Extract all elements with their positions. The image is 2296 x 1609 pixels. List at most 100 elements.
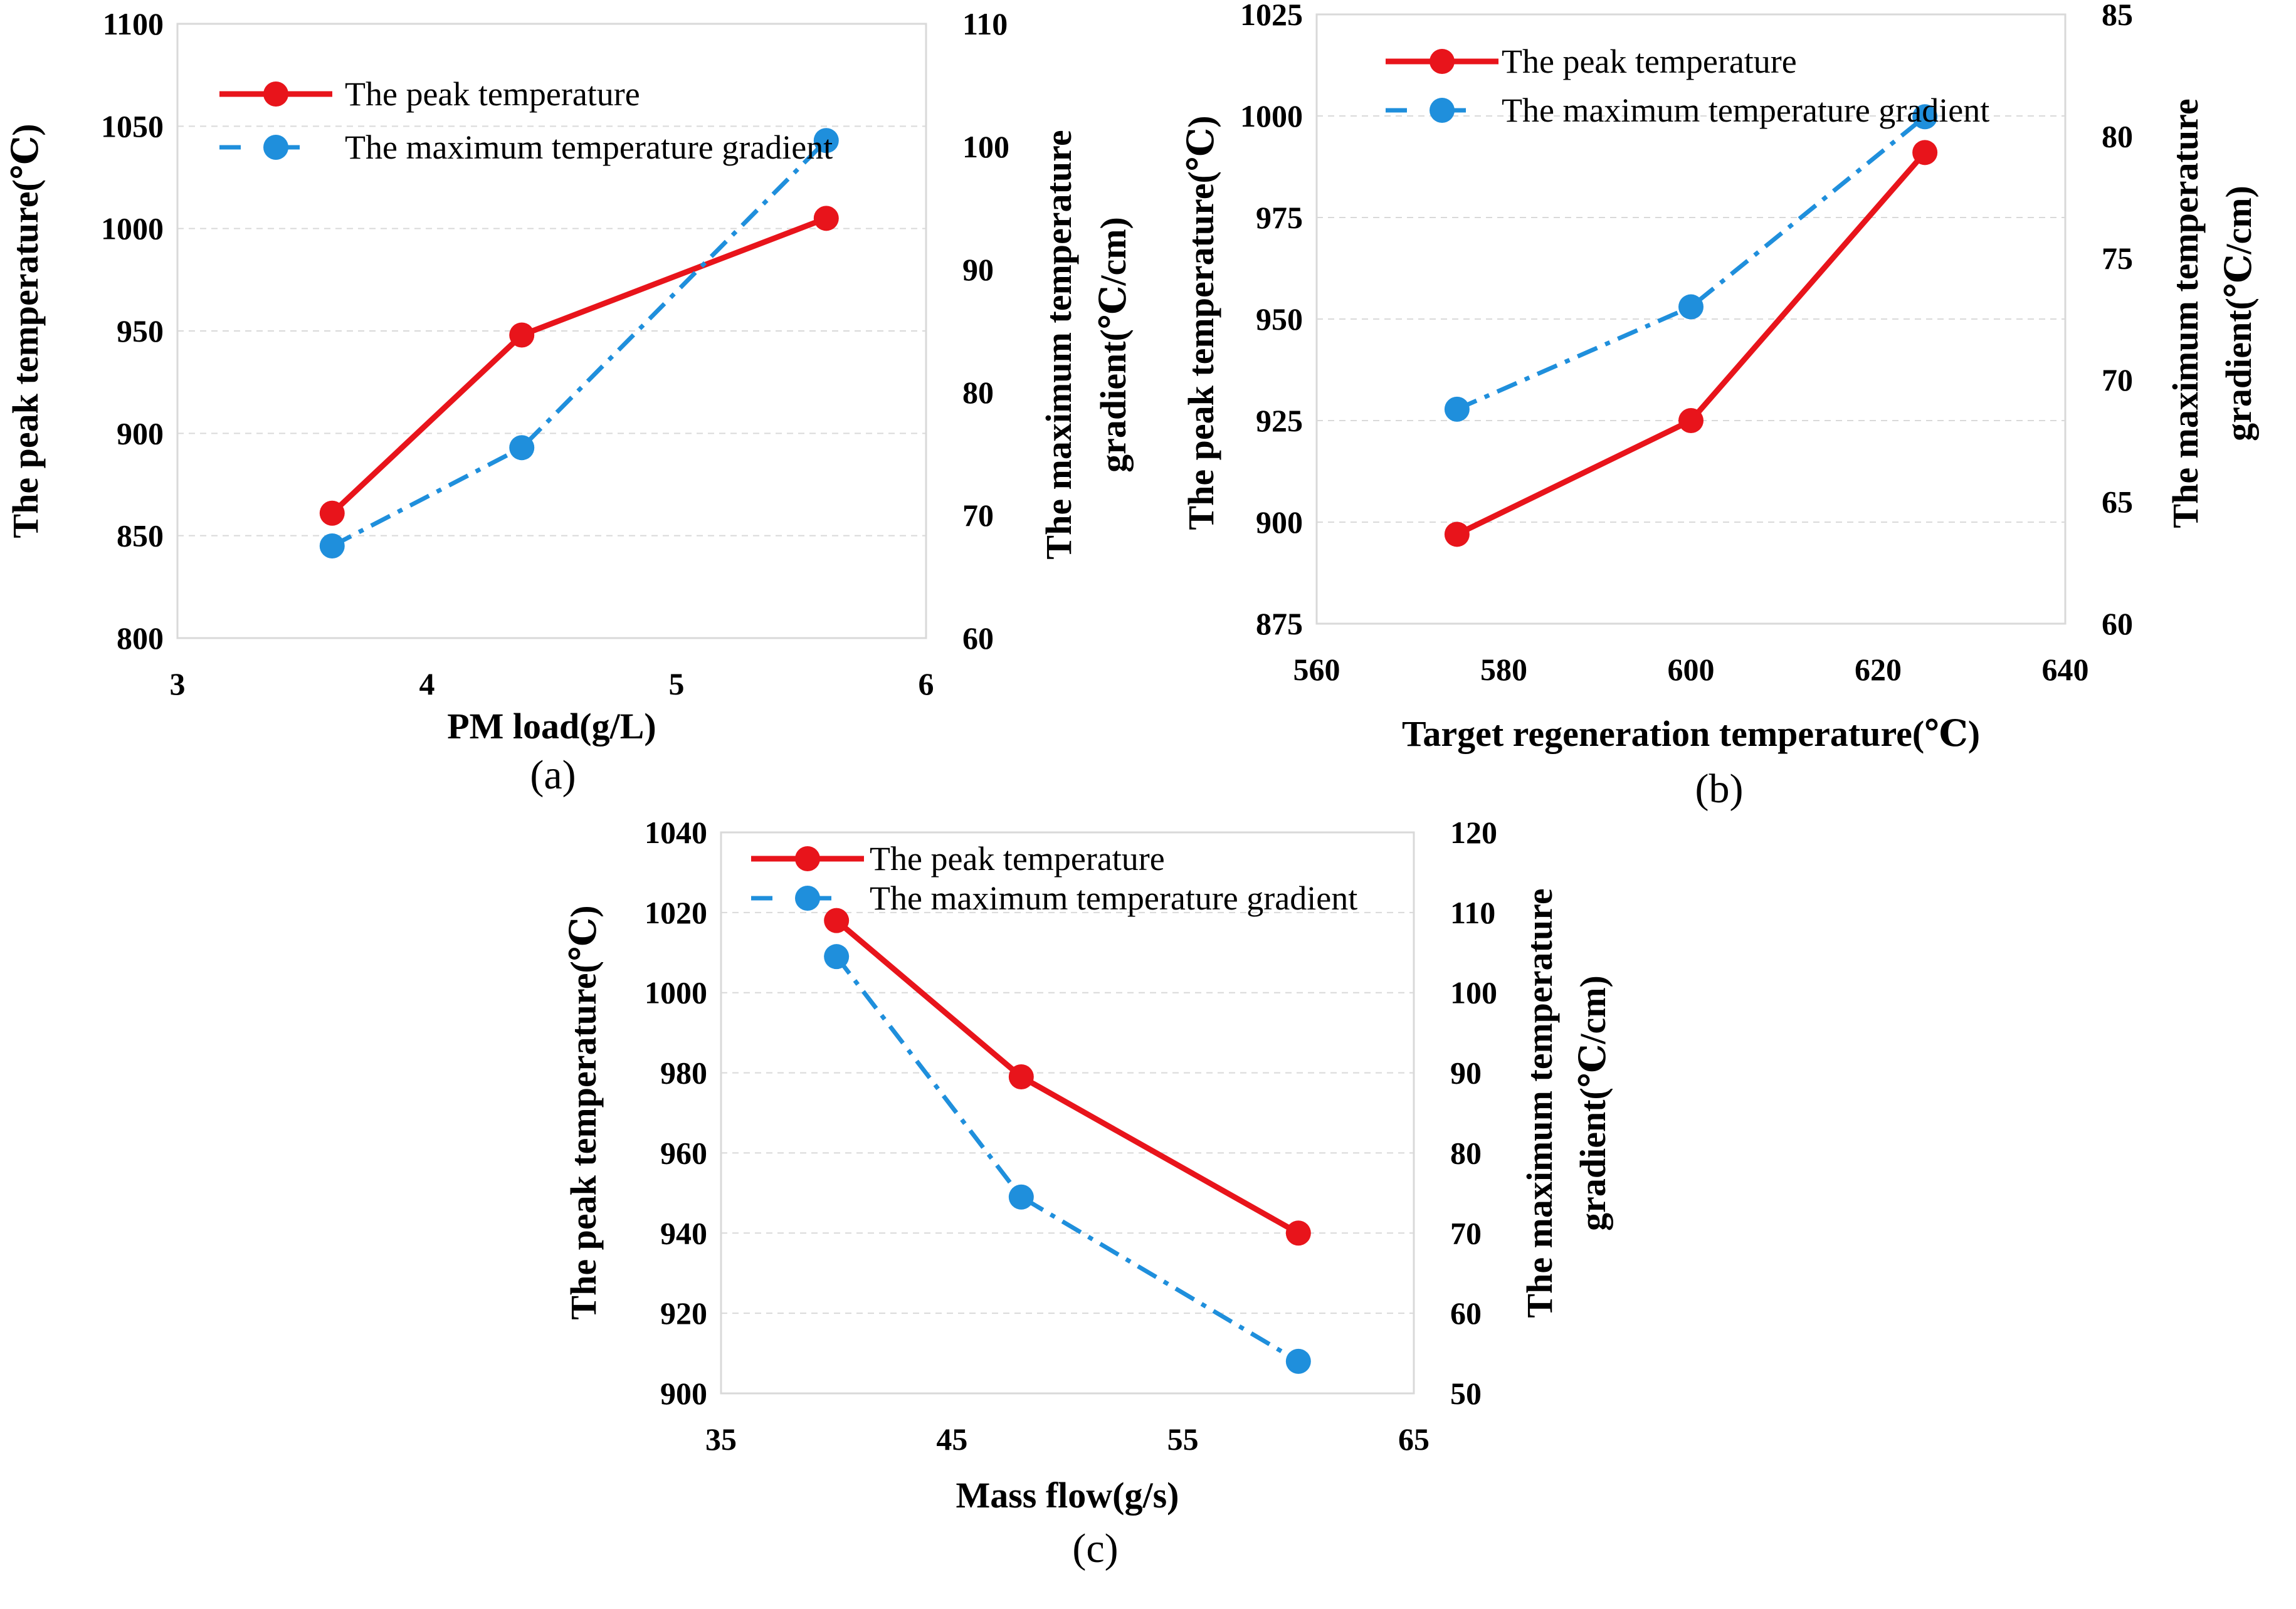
y2-tick-label: 80 [2102, 118, 2133, 154]
y-tick-label: 950 [117, 313, 164, 349]
chart-panel-2: 560 580 600 620 640 875 900 925 950 975 1000 1025 60… [1181, 0, 2259, 812]
legend-label: The maximum temperature gradient [1502, 92, 1989, 129]
y2-tick-label: 60 [1450, 1296, 1482, 1331]
legend-marker [263, 135, 288, 160]
y-axis-title: The peak temperature(℃) [563, 905, 604, 1319]
y2-tick-label: 85 [2102, 0, 2133, 32]
x-tick-label: 560 [1293, 652, 1340, 687]
x-tick-label: 4 [419, 666, 435, 701]
y2-tick-label: 90 [1450, 1056, 1482, 1091]
y-tick-label: 1100 [103, 6, 164, 41]
data-point [1912, 104, 1938, 130]
y2-tick-label: 100 [1450, 975, 1497, 1010]
x-tick-label: 6 [919, 666, 934, 701]
data-point [319, 500, 345, 526]
plot-area-frame [176, 23, 927, 639]
y2-tick-label: 90 [962, 252, 994, 287]
y-axis-title: The peak temperature(℃) [1181, 115, 1221, 530]
y2-axis-title-line2: gradient(℃/cm) [2218, 186, 2259, 441]
y2-axis-title-line1: The maximum temperature [2165, 98, 2206, 528]
y-tick-label: 1025 [1240, 0, 1303, 32]
plot-area-frame [1315, 13, 2067, 625]
y2-tick-label: 75 [2102, 241, 2133, 276]
data-point [1285, 1220, 1311, 1246]
y2-tick-label: 70 [962, 498, 994, 533]
x-tick-label: 35 [705, 1422, 737, 1457]
y-tick-label: 900 [660, 1376, 707, 1411]
data-point [1008, 1064, 1034, 1089]
data-point [1678, 408, 1704, 433]
x-tick-label: 3 [170, 666, 186, 701]
data-point [1008, 1184, 1034, 1210]
y2-tick-label: 70 [1450, 1215, 1482, 1250]
data-point [824, 908, 850, 933]
data-point [509, 435, 535, 461]
y-tick-label: 1000 [101, 211, 164, 246]
x-tick-label: 600 [1668, 652, 1715, 687]
chart-panel-1: 3 4 5 6 800 850 900 950 1000 1050 1100 60 70 80 90 100 1… [5, 6, 1134, 798]
legend-label: The maximum temperature gradient [870, 879, 1357, 917]
series-line-peak-temperature [835, 918, 1300, 1236]
legend-label: The peak temperature [1502, 43, 1797, 80]
y-tick-label: 940 [660, 1215, 707, 1250]
y2-axis-title-line1: The maximum temperature [1038, 130, 1079, 559]
y2-tick-label: 70 [2102, 362, 2133, 397]
series-line-max-gradient [331, 139, 828, 548]
y2-tick-label: 100 [962, 129, 1009, 164]
plot-area-frame [720, 831, 1415, 1395]
y2-tick-label: 65 [2102, 485, 2133, 520]
y2-tick-label: 120 [1450, 815, 1497, 850]
y2-tick-label: 60 [2102, 606, 2133, 641]
legend-label: The peak temperature [870, 840, 1165, 878]
y-tick-label: 950 [1256, 301, 1303, 337]
x-tick-label: 5 [669, 666, 685, 701]
x-tick-label: 620 [1855, 652, 1902, 687]
x-tick-label: 55 [1167, 1422, 1199, 1457]
y-tick-label: 875 [1256, 606, 1303, 641]
series-line-peak-temperature [1455, 150, 1927, 537]
series-line-max-gradient [835, 955, 1300, 1363]
data-point [509, 322, 535, 348]
y2-tick-label: 80 [962, 375, 994, 410]
data-point [813, 206, 839, 231]
y-tick-label: 900 [117, 416, 164, 451]
y-tick-label: 975 [1256, 200, 1303, 235]
x-axis-title: Target regeneration temperature(℃) [1402, 713, 1980, 754]
data-point [1444, 521, 1470, 547]
y-tick-label: 925 [1256, 403, 1303, 438]
panel-label: (c) [1072, 1526, 1118, 1571]
y-tick-label: 980 [660, 1056, 707, 1091]
legend-marker [795, 846, 820, 871]
y-tick-label: 1000 [645, 975, 707, 1010]
legend-marker [1430, 98, 1455, 123]
y-tick-label: 960 [660, 1135, 707, 1170]
y2-tick-label: 80 [1450, 1135, 1482, 1170]
series-line-peak-temperature [330, 216, 828, 516]
legend-marker [1430, 49, 1455, 74]
y-tick-label: 1040 [645, 815, 707, 850]
y-tick-label: 1020 [645, 895, 707, 930]
data-point [813, 128, 839, 154]
y-tick-label: 1000 [1240, 98, 1303, 134]
legend-label: The maximum temperature gradient [345, 128, 833, 166]
y2-tick-label: 110 [1450, 895, 1495, 930]
data-point [1912, 140, 1938, 165]
x-tick-label: 65 [1398, 1422, 1430, 1457]
y-tick-label: 850 [117, 518, 164, 553]
y2-tick-label: 50 [1450, 1376, 1482, 1411]
data-point [319, 533, 345, 558]
y2-tick-label: 60 [962, 621, 994, 656]
y2-axis-title-line2: gradient(℃/cm) [1093, 217, 1134, 473]
y-axis-title: The peak temperature(℃) [5, 123, 46, 538]
y-tick-label: 1050 [101, 108, 164, 144]
data-point [824, 944, 850, 970]
panel-label: (a) [530, 752, 576, 798]
chart-panel-3: 35 45 55 65 900 920 940 960 980 1000 1020 1040 50 60 7… [563, 815, 1613, 1571]
panel-label: (b) [1695, 766, 1744, 812]
data-point [1285, 1348, 1311, 1374]
data-point [1444, 396, 1470, 422]
x-tick-label: 45 [936, 1422, 967, 1457]
y2-axis-title-line2: gradient(℃/cm) [1572, 975, 1613, 1231]
legend-marker [263, 81, 288, 107]
